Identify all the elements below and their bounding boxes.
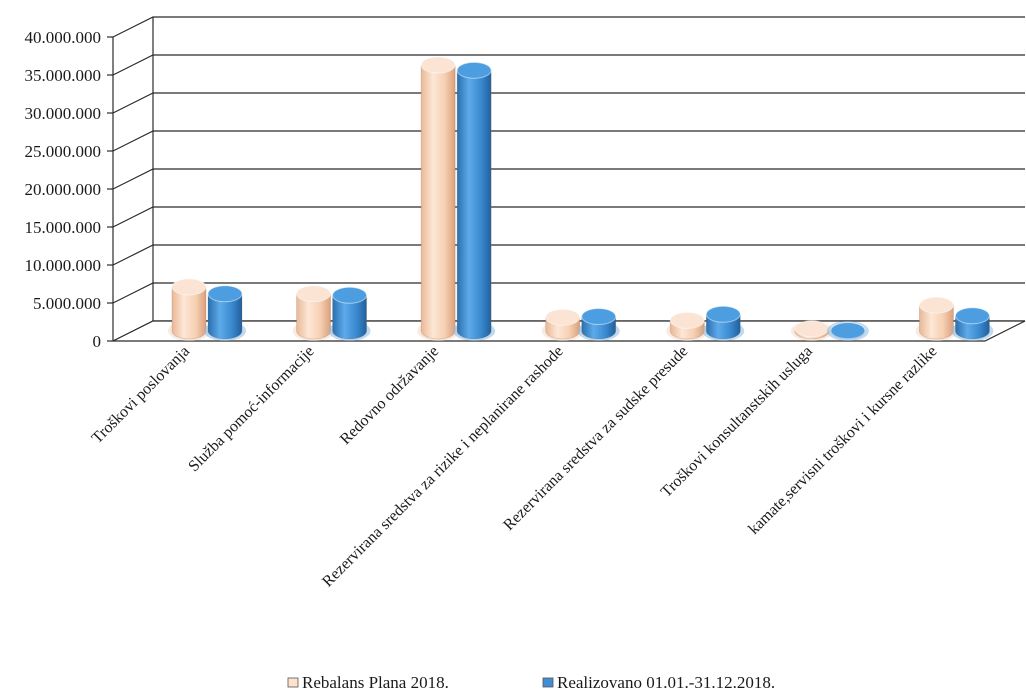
legend-swatch	[287, 677, 299, 688]
bar-top	[705, 305, 741, 323]
gridline	[112, 92, 1025, 114]
legend-label: Rebalans Plana 2018.	[302, 673, 449, 692]
bar-top	[332, 286, 368, 304]
y-tick-label: 35.000.000	[25, 66, 102, 85]
legend-swatch	[542, 677, 554, 688]
bar-body	[420, 64, 456, 340]
gridline	[112, 130, 1025, 152]
y-tick-label: 10.000.000	[25, 256, 102, 275]
y-tick-label: 40.000.000	[25, 28, 102, 47]
bar	[168, 278, 210, 341]
bar-top	[420, 56, 456, 74]
chart-bars	[168, 56, 994, 341]
x-tick-label: Služba pomoć-informacije	[185, 343, 317, 475]
bar	[292, 285, 335, 341]
bar-top	[918, 296, 954, 314]
legend-item: Rebalans Plana 2018.	[287, 673, 449, 692]
bar	[417, 56, 460, 341]
y-tick-label: 0	[93, 332, 102, 351]
bar	[577, 308, 620, 341]
bar-top	[830, 322, 866, 340]
bar-top	[207, 285, 243, 303]
bar	[790, 320, 833, 341]
y-tick-label: 5.000.000	[33, 294, 101, 313]
bar-top	[171, 278, 207, 296]
bar-body	[332, 294, 367, 340]
legend: Rebalans Plana 2018. Realizovano 01.01.-3…	[287, 673, 775, 692]
gridline	[112, 244, 1025, 266]
legend-label: Realizovano 01.01.-31.12.2018.	[557, 673, 775, 692]
gridline	[112, 54, 1025, 76]
x-tick-label: Redovno održavanje	[337, 343, 442, 448]
bar	[951, 307, 994, 341]
bar	[702, 305, 745, 341]
x-tick-label: Troškovi konsultanstskih usluga	[658, 343, 816, 501]
x-tick-label: Rezervirana sredstva za rizike i neplani…	[319, 343, 567, 591]
bar-top	[545, 308, 581, 326]
gridline	[112, 16, 1025, 38]
y-axis: 0 5.000.000 10.000.000 15.000.000 20.000.000…	[25, 17, 154, 351]
bar-top	[581, 308, 617, 326]
legend-item: Realizovano 01.01.-31.12.2018.	[542, 673, 775, 692]
y-tick-label: 20.000.000	[25, 180, 102, 199]
x-tick-label: Troškovi poslovanja	[89, 343, 193, 447]
y-tick-label: 25.000.000	[25, 142, 102, 161]
gridline	[112, 168, 1025, 190]
bar	[453, 61, 496, 341]
y-tick-label: 15.000.000	[25, 218, 102, 237]
bar-top	[669, 311, 705, 329]
gridline	[112, 282, 1025, 304]
bar-top	[296, 285, 332, 303]
bar	[204, 285, 246, 341]
bar	[826, 321, 869, 341]
bar-top	[456, 61, 492, 79]
bar	[666, 311, 709, 341]
bar-top	[954, 307, 990, 325]
bar	[328, 286, 371, 341]
bar	[541, 308, 584, 341]
bar-top	[794, 320, 830, 338]
gridline	[112, 206, 1025, 228]
bar	[915, 296, 958, 341]
bar-body	[456, 69, 492, 340]
chart-gridlines	[112, 16, 1025, 342]
y-tick-label: 30.000.000	[25, 104, 102, 123]
bar-body	[207, 293, 243, 340]
